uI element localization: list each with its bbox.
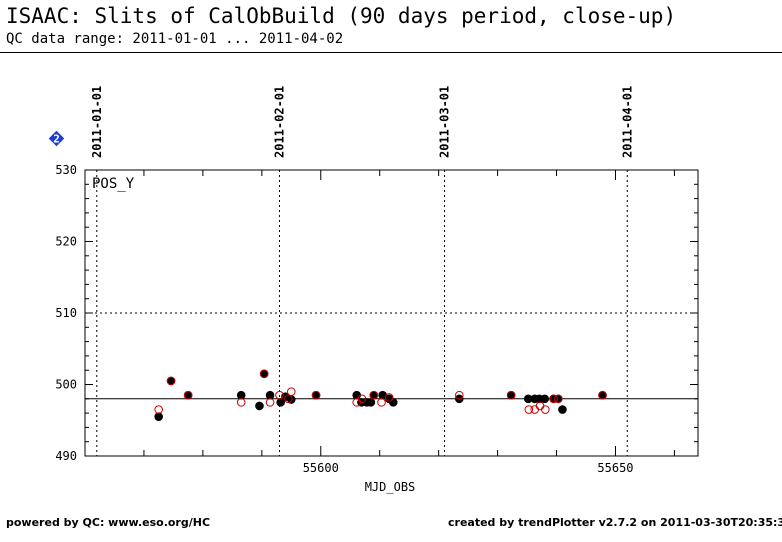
data-point-open (549, 394, 558, 404)
data-point-open (369, 390, 379, 400)
y-tick-label: 500 (55, 378, 77, 392)
footer-created-by: created by trendPlotter v2.7.2 on 2011-0… (448, 516, 782, 529)
data-point-open (524, 405, 534, 414)
y-tick-label: 490 (55, 449, 77, 463)
data-point-filled (558, 405, 567, 414)
y-tick-label: 510 (55, 306, 77, 320)
data-point-open (377, 398, 386, 407)
data-point-open (554, 394, 563, 404)
data-point-open (598, 390, 607, 400)
data-point-open (384, 393, 394, 402)
data-point-open (166, 376, 176, 386)
data-point-filled (540, 394, 550, 404)
data-point-open (259, 369, 269, 379)
date-marker-label: 2011-01-01 (90, 86, 104, 158)
header-divider (0, 52, 782, 53)
data-range-subtitle: QC data range: 2011-01-01 ... 2011-04-02 (6, 31, 344, 47)
data-point-filled (236, 390, 246, 400)
data-point-open (284, 394, 293, 404)
badge-diamond-icon (48, 130, 65, 147)
data-point-open (236, 398, 246, 407)
data-point-open (530, 405, 540, 414)
data-point-open (286, 387, 296, 396)
data-point-open (535, 401, 545, 411)
data-point-open (357, 394, 367, 404)
data-point-open (275, 390, 284, 400)
date-marker-label: 2011-02-01 (273, 86, 287, 158)
data-point-filled (255, 401, 264, 411)
panel-number-badge[interactable]: 2 (48, 130, 65, 147)
footer-powered-by: powered by QC: www.eso.org/HC (6, 516, 211, 529)
data-point-filled (366, 398, 376, 407)
data-point-filled (352, 390, 362, 400)
date-marker-label: 2011-04-01 (620, 86, 634, 158)
data-point-open (506, 390, 516, 400)
data-point-filled (388, 398, 398, 407)
panel-label: POS_Y (92, 176, 135, 192)
data-point-filled (154, 412, 163, 421)
data-point-open (454, 390, 464, 400)
page-title: ISAAC: Slits of CalObBuild (90 days peri… (6, 4, 677, 28)
date-marker-label: 2011-03-01 (438, 86, 452, 158)
x-tick-label: 55650 (597, 461, 633, 475)
data-point-filled (265, 390, 275, 400)
badge-number: 2 (53, 133, 60, 146)
x-axis-label: MJD_OBS (365, 480, 416, 494)
data-point-open (541, 405, 550, 414)
data-point-open (265, 398, 275, 407)
data-point-open (311, 390, 321, 400)
y-tick-label: 530 (55, 163, 77, 177)
data-point-open (183, 390, 193, 400)
data-point-open (154, 405, 163, 414)
x-tick-label: 55600 (303, 461, 339, 475)
y-tick-label: 520 (55, 235, 77, 249)
